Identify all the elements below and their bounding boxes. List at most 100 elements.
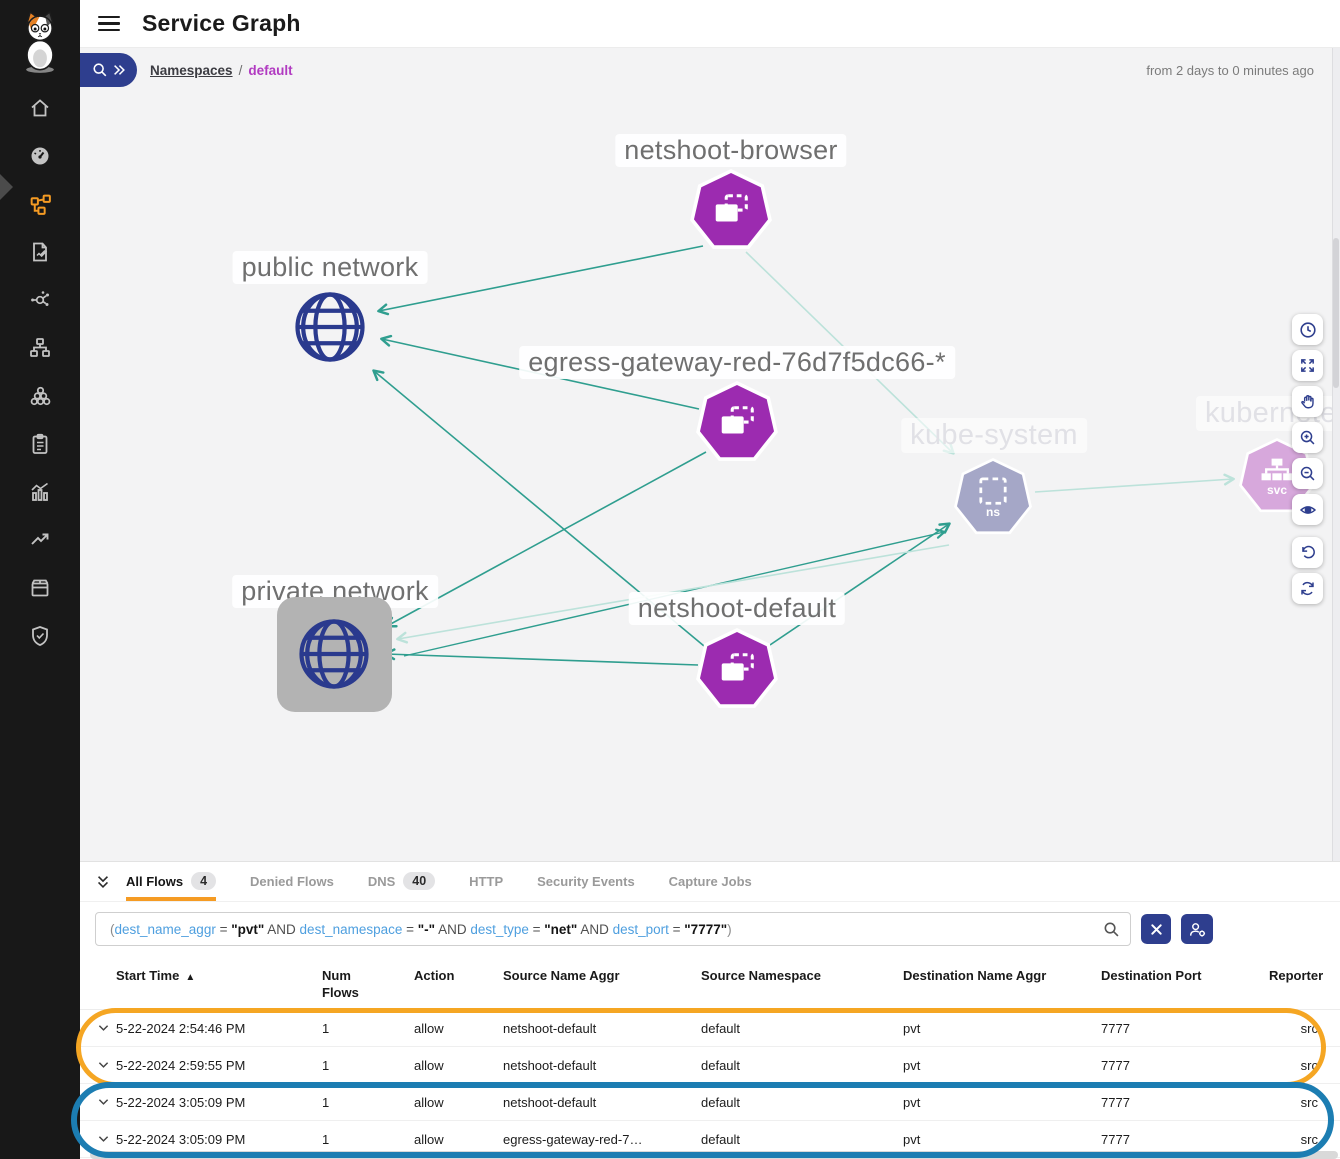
node-egress-gateway[interactable] — [695, 381, 779, 465]
cell-reporter: src — [1300, 1020, 1318, 1036]
clipboard-icon — [32, 433, 48, 454]
clear-filter-button[interactable] — [1141, 914, 1171, 944]
zoom-out-button[interactable] — [1292, 458, 1323, 489]
node-kube-system[interactable]: ns — [953, 458, 1033, 538]
tab-label: All Flows — [126, 873, 184, 889]
close-icon — [1150, 923, 1162, 935]
pan-button[interactable] — [1292, 386, 1323, 417]
collapse-panel-button[interactable] — [80, 862, 126, 901]
visibility-button[interactable] — [1292, 494, 1323, 525]
sidebar-item-service-graph[interactable] — [0, 180, 80, 228]
search-icon[interactable] — [1103, 921, 1120, 938]
undo-icon — [1302, 545, 1315, 559]
node-private-network[interactable] — [295, 615, 373, 698]
node-label-public-network[interactable]: public network — [232, 251, 428, 284]
search-icon — [92, 63, 106, 77]
sidebar-item-compliance[interactable] — [0, 420, 80, 468]
node-label-netshoot-default[interactable]: netshoot-default — [628, 592, 846, 625]
trend-arrow-icon — [31, 533, 49, 545]
left-sidebar — [0, 0, 80, 1159]
cat-logo-icon — [26, 11, 54, 73]
col-source-name-aggr[interactable]: Source Name Aggr — [503, 968, 620, 983]
cell-dest-port: 7777 — [1101, 1094, 1130, 1110]
sidebar-item-clusters[interactable] — [0, 372, 80, 420]
row-expand-chevron-icon[interactable] — [90, 1098, 116, 1106]
sidebar-item-home[interactable] — [0, 84, 80, 132]
edge[interactable] — [377, 245, 704, 316]
scrollbar-thumb[interactable] — [1333, 238, 1339, 388]
graph-search-button[interactable] — [80, 53, 137, 87]
node-public-network[interactable] — [291, 288, 369, 371]
fit-screen-button[interactable] — [1292, 350, 1323, 381]
col-reporter[interactable]: Reporter — [1269, 968, 1324, 983]
row-expand-chevron-icon[interactable] — [90, 1024, 116, 1032]
cell-action: allow — [414, 1094, 444, 1110]
edge[interactable] — [384, 648, 699, 666]
node-label-kube-system[interactable]: kube-system — [901, 418, 1087, 453]
tab-security-events[interactable]: Security Events — [537, 862, 635, 901]
tab-label: Capture Jobs — [668, 873, 752, 889]
filter-query-input[interactable]: (dest_name_aggr = "pvt" AND dest_namespa… — [95, 912, 1131, 946]
cell-action: allow — [414, 1131, 444, 1147]
col-num-flows[interactable]: Num Flows — [322, 968, 359, 1000]
cell-num-flows: 1 — [322, 1057, 330, 1073]
node-label-private-network[interactable]: private network — [232, 575, 438, 608]
sidebar-item-dashboard[interactable] — [0, 132, 80, 180]
refresh-button[interactable] — [1292, 573, 1323, 604]
edge[interactable] — [1034, 473, 1235, 493]
tab-all-flows[interactable]: All Flows 4 — [126, 862, 217, 901]
time-range-button[interactable] — [1292, 314, 1323, 345]
molecule-icon — [31, 291, 49, 306]
graph-vertical-scrollbar[interactable] — [1332, 48, 1340, 862]
sidebar-item-threat-defense[interactable] — [0, 612, 80, 660]
table-horizontal-scrollbar[interactable] — [90, 1151, 1338, 1159]
active-item-wedge — [0, 174, 13, 200]
cell-action: allow — [414, 1057, 444, 1073]
box-icon — [31, 579, 49, 597]
col-source-namespace[interactable]: Source Namespace — [701, 968, 821, 983]
cell-reporter: src — [1300, 1057, 1318, 1073]
time-range-label: from 2 days to 0 minutes ago — [1146, 63, 1314, 78]
undo-button[interactable] — [1292, 537, 1323, 568]
edge[interactable] — [385, 451, 707, 628]
breadcrumb-current: default — [248, 63, 293, 78]
node-label-egress-gateway[interactable]: egress-gateway-red-76d7f5dc66-* — [519, 346, 955, 379]
zoom-out-icon — [1300, 466, 1315, 481]
node-netshoot-default[interactable] — [695, 628, 779, 712]
bar-chart-icon — [31, 482, 48, 501]
flow-row[interactable]: 5-22-2024 2:59:55 PM 1 allow netshoot-de… — [80, 1047, 1340, 1084]
hamburger-menu-icon[interactable] — [98, 12, 120, 36]
service-graph-canvas[interactable]: Namespaces / default from 2 days to 0 minu… — [80, 48, 1340, 862]
calico-cat-logo[interactable] — [0, 0, 80, 84]
col-dest-name-aggr[interactable]: Destination Name Aggr — [903, 968, 1047, 983]
edge[interactable] — [763, 522, 951, 650]
sidebar-item-network-sets[interactable] — [0, 324, 80, 372]
tab-http[interactable]: HTTP — [469, 862, 503, 901]
row-expand-chevron-icon[interactable] — [90, 1061, 116, 1069]
tab-capture-jobs[interactable]: Capture Jobs — [669, 862, 752, 901]
sidebar-item-activity[interactable] — [0, 468, 80, 516]
cell-num-flows: 1 — [322, 1020, 330, 1036]
sidebar-item-endpoints[interactable] — [0, 276, 80, 324]
zoom-in-button[interactable] — [1292, 422, 1323, 453]
customize-columns-button[interactable] — [1181, 914, 1213, 944]
cell-start-time: 5-22-2024 3:05:09 PM — [116, 1094, 246, 1110]
breadcrumb-namespaces-link[interactable]: Namespaces — [150, 63, 233, 78]
tab-denied-flows[interactable]: Denied Flows — [250, 862, 334, 901]
tab-label: DNS — [367, 873, 396, 889]
sidebar-item-trends[interactable] — [0, 516, 80, 564]
flow-row[interactable]: 5-22-2024 3:05:09 PM 1 allow netshoot-de… — [80, 1084, 1340, 1121]
home-icon — [31, 99, 49, 117]
tab-label: Security Events — [537, 873, 635, 889]
tab-dns[interactable]: DNS 40 — [367, 862, 436, 901]
row-expand-chevron-icon[interactable] — [90, 1135, 116, 1143]
col-start-time[interactable]: Start Time ▲ — [116, 968, 196, 983]
col-dest-port[interactable]: Destination Port — [1101, 968, 1202, 983]
col-action[interactable]: Action — [414, 968, 455, 983]
cell-dest-port: 7777 — [1101, 1131, 1130, 1147]
flow-row[interactable]: 5-22-2024 2:54:46 PM 1 allow netshoot-de… — [80, 1010, 1340, 1047]
node-label-netshoot-browser[interactable]: netshoot-browser — [615, 134, 847, 167]
node-netshoot-browser[interactable] — [689, 169, 773, 253]
sidebar-item-image-assurance[interactable] — [0, 564, 80, 612]
sidebar-item-policies[interactable] — [0, 228, 80, 276]
